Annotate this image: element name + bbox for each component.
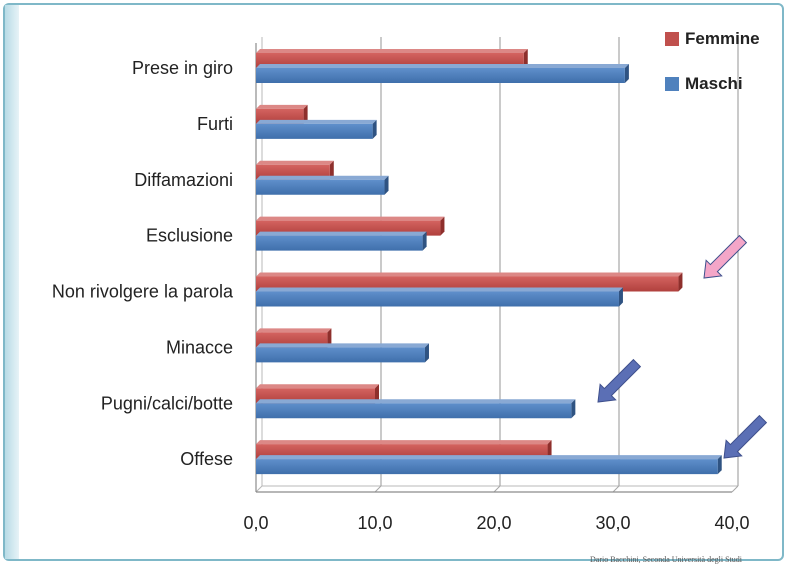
x-tick-label: 40,0 xyxy=(714,513,749,533)
bar-maschi-pugni-calci-botte xyxy=(256,399,576,419)
bar-side-face xyxy=(618,287,623,307)
bar-maschi-non-rivolgere-la-parola xyxy=(256,287,623,307)
bar-front-face xyxy=(256,459,718,475)
legend-swatch-femmine xyxy=(665,32,679,46)
gridline-floor xyxy=(731,485,739,493)
category-label: Offese xyxy=(180,449,233,469)
tick-layer: 0,0 10,0 20,0 30,0 40,0 xyxy=(243,513,749,533)
gridline-floor xyxy=(493,485,501,493)
category-label: Furti xyxy=(197,114,233,134)
bar-side-face xyxy=(624,64,629,83)
annotation-arrow-pugni-calci-botte xyxy=(597,358,642,403)
bar-top-face xyxy=(256,119,377,124)
bar-side-face xyxy=(303,104,308,124)
bar-top-face xyxy=(256,384,379,389)
bar-side-face xyxy=(327,328,332,348)
gridline-floor xyxy=(374,485,382,493)
bar-top-face xyxy=(256,104,308,109)
bar-side-face xyxy=(329,160,334,180)
bar-front-face xyxy=(256,235,423,251)
label-layer: Prese in giro Furti Diffamazioni Esclusione… xyxy=(52,58,234,469)
bar-side-face xyxy=(424,343,429,363)
bar-front-face xyxy=(256,403,572,419)
footer-credit: Dario Bacchini, Seconda Università degli… xyxy=(590,555,742,564)
slide-accent-strip xyxy=(5,5,19,559)
x-tick-label: 20,0 xyxy=(476,513,511,533)
bar-side-face xyxy=(375,384,379,404)
bar-top-face xyxy=(256,343,429,348)
category-label: Pugni/calci/botte xyxy=(101,393,233,413)
annotation-layer xyxy=(597,234,768,459)
bar-top-face xyxy=(256,287,623,292)
bar-top-face xyxy=(256,231,427,236)
category-label: Prese in giro xyxy=(132,58,233,78)
bar-maschi-minacce xyxy=(256,343,429,363)
x-tick-label: 10,0 xyxy=(357,513,392,533)
bar-top-face xyxy=(256,328,332,333)
category-label: Esclusione xyxy=(146,226,233,246)
category-label: Minacce xyxy=(166,337,233,357)
bar-side-face xyxy=(547,440,552,460)
bar-front-face xyxy=(256,123,373,139)
x-tick-label: 0,0 xyxy=(243,513,268,533)
bar-maschi-furti xyxy=(256,119,377,139)
category-label: Non rivolgere la parola xyxy=(52,282,234,302)
bar-side-face xyxy=(384,175,389,195)
bar-side-face xyxy=(523,49,528,68)
legend-label-femmine: Femmine xyxy=(685,29,760,48)
slide-frame xyxy=(3,3,784,561)
bar-maschi-esclusione xyxy=(256,231,427,251)
bar-side-face xyxy=(571,399,576,419)
grid-layer xyxy=(255,37,739,493)
x-tick-label: 30,0 xyxy=(595,513,630,533)
bar-top-face xyxy=(256,440,552,445)
bar-top-face xyxy=(256,455,722,460)
annotation-arrow-non-rivolgere-la-parola xyxy=(703,234,748,279)
bar-front-face xyxy=(256,347,425,363)
bar-top-face xyxy=(256,216,445,221)
bar-top-face xyxy=(256,64,629,68)
legend: Femmine Maschi xyxy=(665,29,760,93)
bar-front-face xyxy=(256,291,619,307)
bar-layer xyxy=(256,49,722,475)
category-label: Diffamazioni xyxy=(134,170,233,190)
bar-side-face xyxy=(440,216,445,236)
legend-label-maschi: Maschi xyxy=(685,74,743,93)
bar-top-face xyxy=(256,160,334,165)
bar-maschi-offese xyxy=(256,455,722,475)
bar-side-face xyxy=(372,119,377,139)
bar-top-face xyxy=(256,272,683,277)
bar-maschi-prese-in-giro xyxy=(256,64,629,83)
bar-maschi-diffamazioni xyxy=(256,175,389,195)
bar-side-face xyxy=(678,272,683,292)
legend-swatch-maschi xyxy=(665,77,679,91)
bar-top-face xyxy=(256,399,576,404)
bar-front-face xyxy=(256,179,385,195)
bar-side-face xyxy=(422,231,427,251)
bar-side-face xyxy=(717,455,722,475)
annotation-arrow-offese xyxy=(723,414,768,459)
gridline-floor xyxy=(612,485,620,493)
bar-top-face xyxy=(256,49,528,53)
bar-top-face xyxy=(256,175,389,180)
bar-front-face xyxy=(256,68,625,83)
